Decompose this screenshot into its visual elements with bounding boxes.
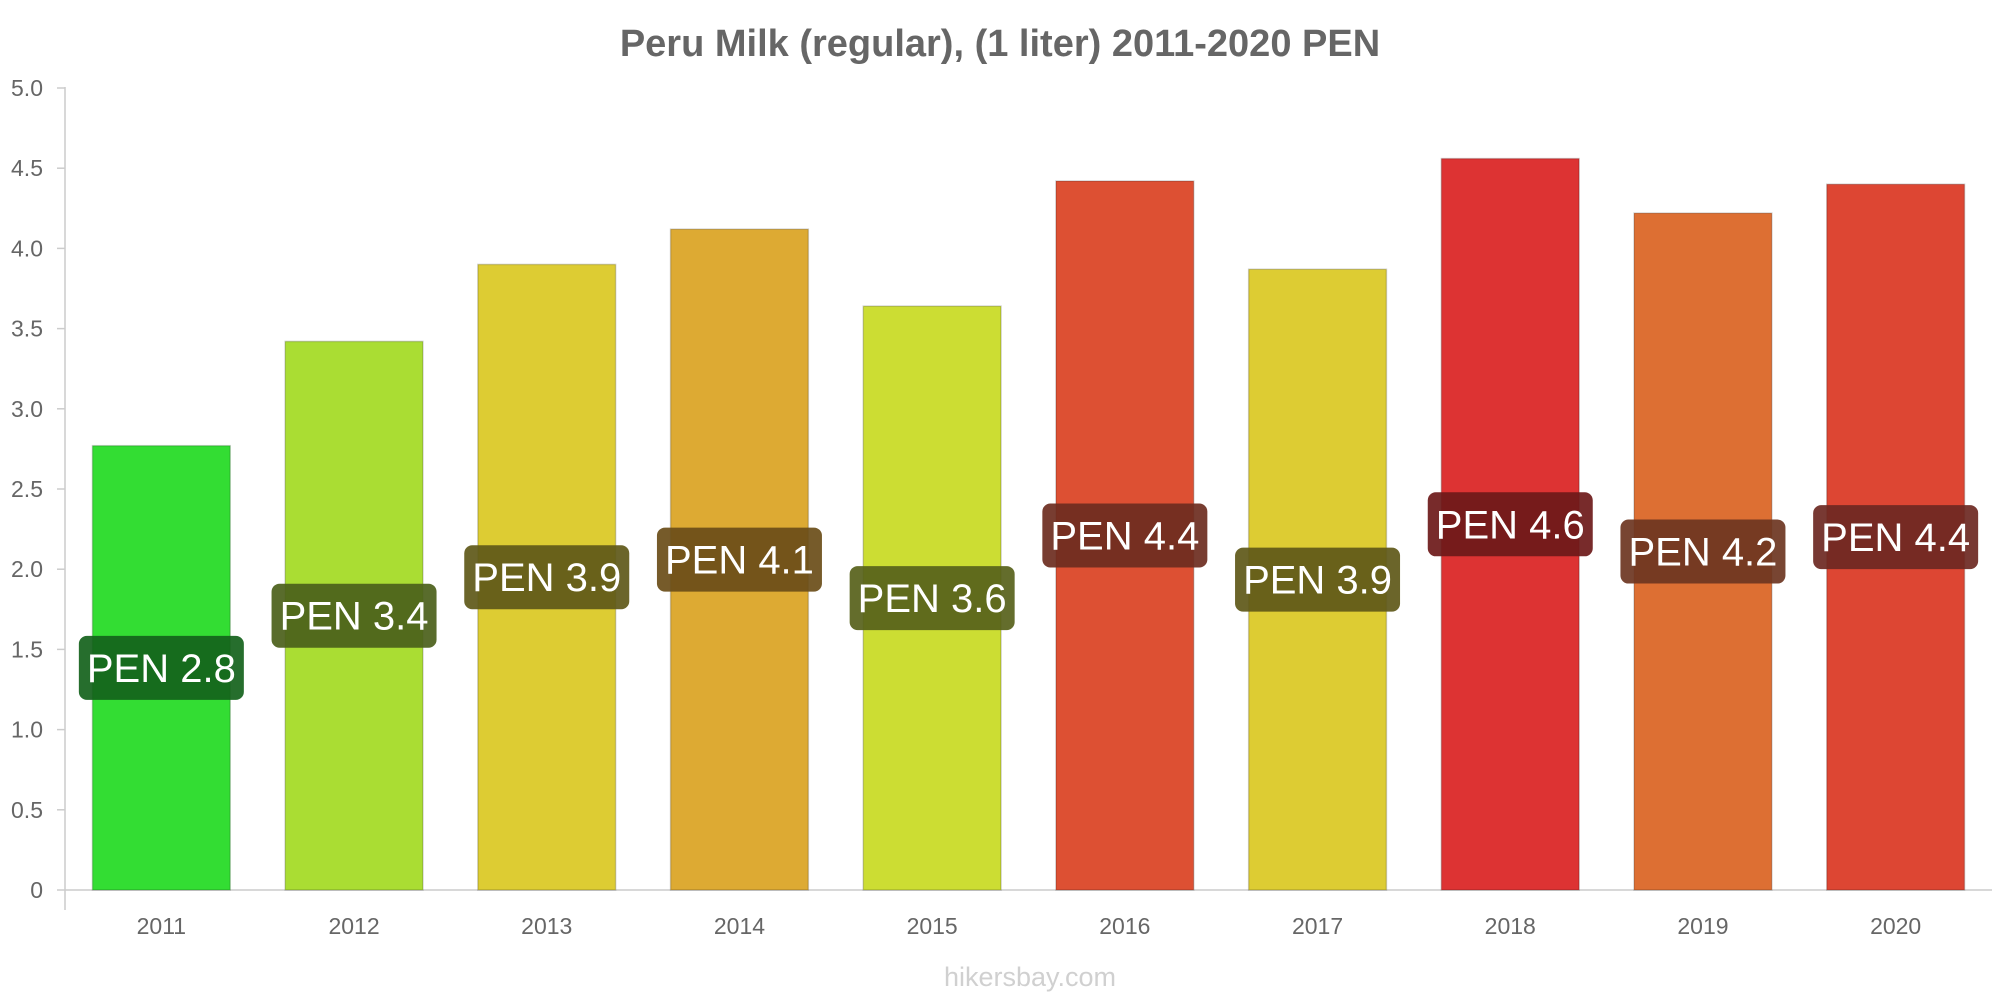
value-label: PEN 3.4 [280, 595, 429, 639]
value-label-box [849, 566, 1015, 631]
value-label-box [1042, 503, 1208, 568]
y-tick-label: 3.0 [11, 396, 43, 422]
value-label: PEN 3.6 [858, 577, 1007, 621]
x-tick-label: 2019 [1677, 913, 1728, 939]
x-tick-label: 2017 [1292, 913, 1343, 939]
value-label-box [656, 527, 822, 592]
x-axis-labels: 2011 2012 2013 2014 2015 2016 2017 2018 2019 2020 [137, 913, 1922, 939]
watermark: hikersbay.com [944, 962, 1116, 992]
value-label-box [1620, 519, 1786, 584]
value-label: PEN 4.1 [665, 539, 814, 583]
value-labels-group: PEN 2.8 PEN 3.4 PEN 3.9 PEN 4.1 PEN 3.6 PEN 4… [78, 492, 1979, 700]
value-label-box [464, 545, 630, 610]
x-tick-label: 2013 [521, 913, 572, 939]
y-tick-label: 5.0 [11, 75, 43, 101]
x-tick-label: 2011 [137, 913, 186, 939]
x-tick-label: 2016 [1099, 913, 1150, 939]
value-label: PEN 4.4 [1821, 516, 1970, 560]
x-tick-label: 2018 [1485, 913, 1536, 939]
y-axis-ticks: 0 0.5 1.0 1.5 2.0 2.5 3.0 3.5 4.0 4.5 5.0 [11, 75, 65, 903]
value-label: PEN 4.4 [1050, 515, 1199, 559]
x-tick-label: 2012 [328, 913, 379, 939]
value-label-box [1813, 505, 1979, 570]
y-tick-label: 0 [30, 877, 43, 903]
y-tick-label: 3.5 [11, 316, 43, 342]
y-tick-label: 2.0 [11, 556, 43, 582]
y-tick-label: 4.0 [11, 235, 43, 261]
value-label: PEN 3.9 [472, 556, 621, 600]
value-label-box [1235, 547, 1401, 612]
value-label: PEN 4.6 [1436, 503, 1585, 547]
chart-title: Peru Milk (regular), (1 liter) 2011-2020… [620, 23, 1380, 65]
value-label: PEN 3.9 [1243, 559, 1392, 603]
value-label-box [78, 635, 244, 700]
y-tick-label: 4.5 [11, 155, 43, 181]
y-tick-label: 0.5 [11, 797, 43, 823]
y-tick-label: 1.0 [11, 717, 43, 743]
value-label: PEN 2.8 [87, 647, 236, 691]
value-label-box [1427, 492, 1593, 557]
value-label-box [271, 583, 437, 648]
value-label: PEN 4.2 [1628, 531, 1777, 575]
x-tick-label: 2015 [907, 913, 958, 939]
y-tick-label: 1.5 [11, 636, 43, 662]
x-tick-label: 2020 [1870, 913, 1921, 939]
x-tick-label: 2014 [714, 913, 765, 939]
y-tick-label: 2.5 [11, 476, 43, 502]
